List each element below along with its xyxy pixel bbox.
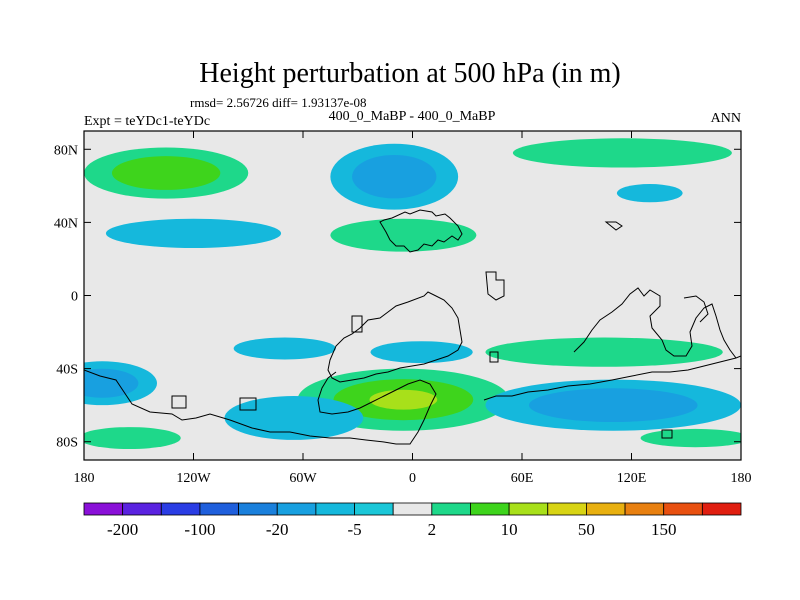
- colorbar-swatch-4: [199, 502, 239, 516]
- x-tick-label-6: 180: [731, 471, 752, 486]
- anomaly-10: [297, 368, 510, 431]
- map-plot-area: 180 120W 60W 0 60E 120E 180 80N 40N 0 40S 80S: [54, 130, 752, 486]
- left-label: Expt = teYDc1-teYDc: [84, 114, 210, 129]
- colorbar-label-7: 150: [651, 520, 677, 539]
- coastline-north-america: [379, 209, 463, 253]
- colorbar-swatch-2: [122, 502, 162, 516]
- colorbar-swatch-5: [238, 502, 278, 516]
- colorbar-swatch-6: [276, 502, 317, 516]
- coastline-island-b: [489, 351, 499, 363]
- center-label: 400_0_MaBP - 400_0_MaBP: [329, 109, 496, 124]
- x-tick-label-5: 120E: [617, 471, 647, 486]
- coastline-africa-outline: [573, 287, 737, 359]
- colorbar-swatch-10: [431, 502, 471, 516]
- anomaly-fills: [84, 138, 741, 450]
- anomaly-5: [105, 218, 282, 248]
- anomaly-3: [512, 138, 732, 168]
- colorbar-swatch-1: [83, 502, 124, 516]
- colorbar-label-6: 50: [578, 520, 595, 539]
- anomaly-14-level-1: [84, 427, 181, 450]
- x-tick-label-4: 60E: [511, 471, 534, 486]
- stats-line: rmsd= 2.56726 diff= 1.93137e-08: [190, 95, 367, 110]
- coastline-small-island-1: [171, 395, 187, 409]
- anomaly-2: [330, 143, 459, 210]
- coastline-small-island-3: [604, 221, 623, 231]
- colorbar-swatch-17: [701, 502, 742, 516]
- y-tick-label-4: 80S: [56, 436, 78, 451]
- anomaly-15-level-1: [640, 428, 741, 448]
- x-tick-label-3: 0: [409, 471, 416, 486]
- anomaly-14: [84, 427, 181, 450]
- colorbar-swatch-13: [547, 502, 587, 516]
- x-tick-label-0: 180: [74, 471, 95, 486]
- coastline-peninsula: [683, 295, 709, 323]
- colorbar-swatch-11: [470, 502, 510, 516]
- x-tick-label-2: 60W: [289, 471, 317, 486]
- colorbar-swatch-8: [354, 502, 394, 516]
- anomaly-1-level-2: [111, 156, 221, 190]
- colorbar-swatch-7: [315, 502, 355, 516]
- anomaly-8: [370, 341, 473, 364]
- anomaly-9: [485, 337, 723, 367]
- colorbar-label-1: -100: [184, 520, 215, 539]
- colorbar-swatch-3: [160, 502, 201, 516]
- colorbar-label-0: -200: [107, 520, 138, 539]
- coastline-small-island-4: [661, 429, 673, 439]
- colorbar-swatch-9: [392, 502, 433, 516]
- anomaly-7: [233, 337, 336, 360]
- colorbar-label-5: 10: [501, 520, 518, 539]
- anomaly-11-level-2: [84, 368, 139, 398]
- anomaly-15: [640, 428, 741, 448]
- anomaly-4: [616, 184, 683, 203]
- coastline-antarctica-east: [483, 355, 741, 401]
- anomaly-12: [224, 396, 364, 440]
- anomaly-2-level-2: [352, 154, 437, 199]
- y-tick-label-3: 40S: [56, 363, 78, 378]
- chart-title: Height perturbation at 500 hPa (in m): [199, 58, 620, 89]
- anomaly-10-level-3: [369, 389, 438, 410]
- y-tick-label-1: 40N: [54, 216, 78, 231]
- colorbar-label-2: -20: [266, 520, 289, 539]
- colorbar: -200 -100 -20 -5 2 10 50 150: [83, 502, 742, 539]
- anomaly-5-level-1: [105, 218, 282, 248]
- anomaly-13-level-2: [528, 388, 698, 423]
- anomaly-1: [84, 147, 249, 199]
- coastlines: [84, 209, 741, 445]
- anomaly-4-level-1: [616, 184, 683, 203]
- y-tick-label-0: 80N: [54, 143, 78, 158]
- y-tick-label-2: 0: [71, 290, 78, 305]
- anomaly-11: [84, 361, 157, 406]
- anomaly-7-level-1: [233, 337, 336, 360]
- coastline-antarctica-west: [84, 369, 437, 445]
- coastline-island-a: [351, 315, 363, 333]
- anomaly-6-level-1: [330, 218, 477, 252]
- coastline-alaska: [485, 271, 505, 301]
- colorbar-label-4: 2: [428, 520, 437, 539]
- x-tick-label-1: 120W: [176, 471, 211, 486]
- colorbar-swatch-16: [663, 502, 703, 516]
- colorbar-label-3: -5: [347, 520, 361, 539]
- colorbar-swatch-12: [508, 502, 549, 516]
- anomaly-12-level-1: [224, 396, 364, 440]
- axis-ticks: 180 120W 60W 0 60E 120E 180 80N 40N 0 40S 80S: [54, 131, 752, 486]
- anomaly-6: [330, 218, 477, 252]
- colorbar-swatch-15: [624, 502, 665, 516]
- anomaly-13: [485, 379, 741, 431]
- anomaly-9-level-1: [485, 337, 723, 367]
- right-label: ANN: [711, 111, 741, 126]
- coastline-south-america: [327, 291, 463, 383]
- anomaly-3-level-1: [512, 138, 732, 168]
- coastline-small-island-2: [239, 397, 257, 411]
- anomaly-8-level-1: [370, 341, 473, 364]
- colorbar-swatch-14: [586, 502, 626, 516]
